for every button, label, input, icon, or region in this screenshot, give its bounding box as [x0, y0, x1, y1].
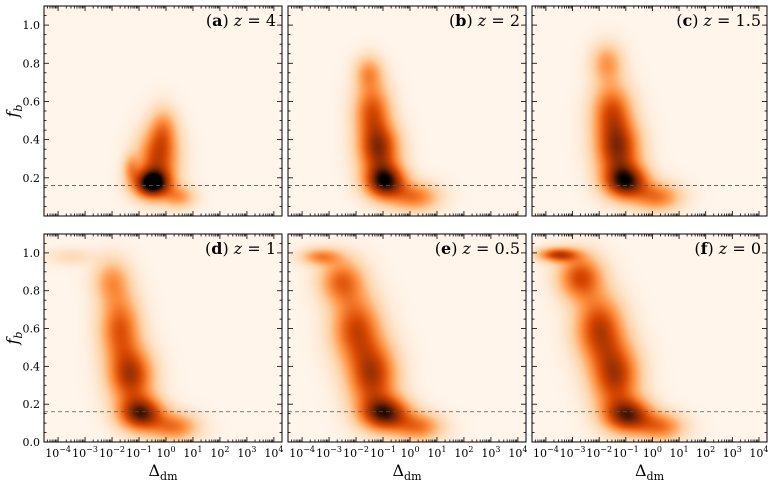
y-tick-label: 0.6	[23, 95, 41, 108]
panel-b: (b) z = 2	[287, 5, 527, 217]
y-tick-label: 0.4	[23, 134, 41, 147]
x-tick-label: 10−4	[533, 445, 559, 460]
density-map-c	[532, 6, 767, 216]
x-tick-label: 10−3	[72, 445, 98, 460]
panel-f: (f) z = 0 10−4 10−3 10−2 10−1 100 101 102 103 104…	[531, 233, 769, 482]
x-tick-label: 10−1	[370, 445, 396, 460]
x-tick-label: 10−3	[316, 445, 342, 460]
x-tick-label: 103	[481, 445, 500, 460]
x-tick-label: 100	[156, 445, 175, 460]
x-tick-label: 10−2	[586, 445, 612, 460]
y-tick-label: 0.4	[23, 360, 41, 373]
panel-label-e: (e) z = 0.5	[435, 239, 520, 258]
x-tick-label: 101	[183, 445, 202, 460]
x-tick-label: 103	[723, 445, 742, 460]
panel-a: (a) z = 4 0.2 0.4 0.6 0.8 1.0 fb	[3, 5, 283, 217]
x-tick-label: 100	[643, 445, 662, 460]
x-tick-label: 10−1	[613, 445, 639, 460]
y-axis-label: fb	[3, 332, 25, 346]
density-map-b	[288, 6, 526, 216]
y-tick-label: 0.8	[23, 57, 41, 70]
x-tick-label: 102	[454, 445, 473, 460]
x-tick-label: 10−3	[560, 445, 586, 460]
x-tick-label: 100	[400, 445, 419, 460]
panel-e: (e) z = 0.5 10−4 10−3 10−2 10−1 100 101 102 103 1…	[287, 233, 527, 482]
x-tick-label: 104	[264, 445, 283, 460]
y-tick-label: 1.0	[23, 247, 41, 260]
x-tick-label: 10−2	[343, 445, 369, 460]
x-axis-label: Δdm	[148, 461, 178, 482]
x-tick-label: 102	[210, 445, 229, 460]
density-map-d	[44, 234, 282, 442]
x-tick-label: 102	[696, 445, 715, 460]
x-tick-label: 103	[237, 445, 256, 460]
x-tick-label: 101	[670, 445, 689, 460]
panel-label-a: (a) z = 4	[206, 11, 276, 30]
x-tick-label: 101	[427, 445, 446, 460]
y-tick-label: 0.6	[23, 323, 41, 336]
y-tick-label: 1.0	[23, 19, 41, 32]
y-tick-label: 0.2	[23, 398, 41, 411]
panel-label-b: (b) z = 2	[449, 11, 520, 30]
x-tick-label: 10−1	[126, 445, 152, 460]
panel-label-f: (f) z = 0	[694, 239, 761, 258]
density-map-e	[288, 234, 526, 442]
x-tick-label: 10−2	[99, 445, 125, 460]
y-tick-label: 0.2	[23, 172, 41, 185]
density-map-f	[532, 234, 767, 442]
y-tick-label: 0.8	[23, 285, 41, 298]
y-tick-label: 0.0	[23, 436, 41, 449]
x-axis-label: Δdm	[392, 461, 422, 482]
x-tick-label: 10−4	[289, 445, 315, 460]
x-axis-label: Δdm	[635, 461, 665, 482]
density-map-a	[44, 6, 282, 216]
panel-label-d: (d) z = 1	[205, 239, 276, 258]
y-axis-label: fb	[3, 105, 25, 119]
x-tick-label: 104	[749, 445, 768, 460]
x-tick-label: 104	[508, 445, 527, 460]
panel-c: (c) z = 1.5	[531, 5, 768, 217]
x-tick-label: 10−4	[45, 445, 71, 460]
panel-label-c: (c) z = 1.5	[676, 11, 761, 30]
